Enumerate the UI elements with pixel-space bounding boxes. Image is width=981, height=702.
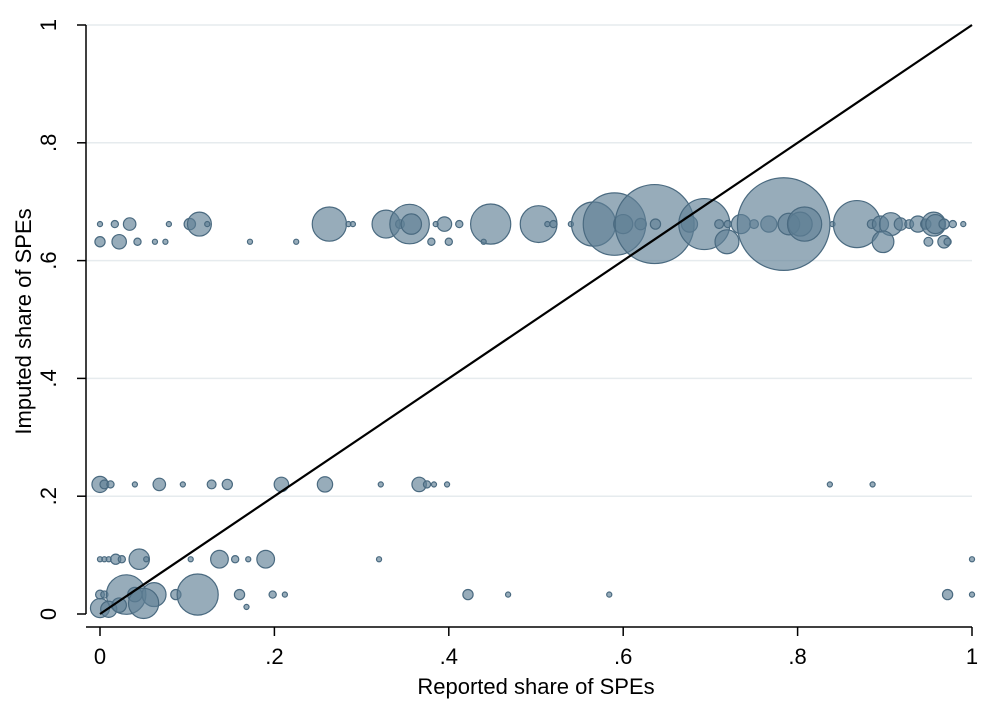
data-point xyxy=(179,481,186,488)
data-point xyxy=(606,591,613,598)
reference-line-group xyxy=(99,24,973,615)
data-point xyxy=(110,219,120,229)
data-point xyxy=(430,481,438,488)
data-point xyxy=(455,219,464,229)
data-point xyxy=(206,479,217,490)
data-point xyxy=(504,591,512,598)
data-point xyxy=(714,219,725,230)
data-point xyxy=(941,588,954,601)
data-point xyxy=(106,480,115,489)
data-point xyxy=(256,549,276,569)
data-point xyxy=(938,218,950,230)
x-tick-label: 1 xyxy=(966,644,978,669)
y-tick-label: 1 xyxy=(36,19,61,31)
data-point xyxy=(400,213,423,235)
data-point xyxy=(245,556,252,563)
reference-line xyxy=(99,24,973,615)
data-point xyxy=(469,203,512,245)
data-point xyxy=(948,219,958,229)
x-tick-label: .2 xyxy=(265,644,283,669)
data-point xyxy=(427,237,436,246)
x-axis-label: Reported share of SPEs xyxy=(417,674,654,699)
y-tick-label: 0 xyxy=(36,608,61,620)
data-point xyxy=(311,206,348,242)
data-point xyxy=(111,233,127,250)
data-point xyxy=(923,236,934,247)
data-point xyxy=(94,236,106,248)
data-point xyxy=(243,603,250,611)
data-point xyxy=(210,549,229,569)
x-tick-label: .8 xyxy=(788,644,806,669)
x-tick-label: .6 xyxy=(614,644,632,669)
x-tick-label: .4 xyxy=(440,644,458,669)
data-point xyxy=(871,230,895,254)
data-point xyxy=(187,556,194,563)
data-point xyxy=(480,238,487,245)
data-point xyxy=(128,548,151,571)
data-point xyxy=(422,480,432,489)
data-point xyxy=(786,206,823,242)
data-point xyxy=(544,220,551,228)
data-point xyxy=(230,555,240,564)
data-point xyxy=(176,573,219,616)
data-point xyxy=(133,237,142,246)
data-point xyxy=(233,588,246,601)
data-point xyxy=(127,587,160,620)
y-tick-label: .8 xyxy=(36,134,61,152)
data-point xyxy=(375,556,383,563)
data-point xyxy=(443,481,451,488)
data-point xyxy=(968,591,976,598)
data-point xyxy=(960,220,967,228)
data-point xyxy=(723,219,733,229)
data-point xyxy=(96,220,104,228)
data-point xyxy=(462,588,474,601)
data-point xyxy=(122,217,137,231)
data-point xyxy=(377,481,384,488)
y-tick-label: .2 xyxy=(36,487,61,505)
y-tick-label: .4 xyxy=(36,369,61,387)
data-point xyxy=(349,220,357,228)
data-point xyxy=(714,229,740,255)
data-point xyxy=(204,220,211,228)
axes: 0 .2 .4 .6 .8 1 0 .2 .4 .6 .8 1 xyxy=(36,19,978,669)
y-tick-label: .6 xyxy=(36,251,61,269)
data-point xyxy=(549,219,558,229)
data-point xyxy=(281,591,289,598)
data-point xyxy=(436,216,453,232)
data-point xyxy=(143,556,150,563)
data-point xyxy=(273,476,290,493)
data-point xyxy=(649,218,662,230)
data-point xyxy=(165,220,173,228)
data-point xyxy=(221,478,234,491)
data-point xyxy=(293,238,300,245)
data-point xyxy=(152,477,167,492)
data-point xyxy=(117,555,127,564)
y-axis-label: Imputed share of SPEs xyxy=(11,208,36,434)
data-point xyxy=(968,556,976,563)
data-point xyxy=(943,237,952,246)
data-point xyxy=(444,237,454,246)
data-point xyxy=(186,211,212,237)
gridlines xyxy=(86,24,972,497)
data-point xyxy=(162,238,169,245)
data-point xyxy=(316,476,334,493)
data-point xyxy=(131,481,139,488)
data-point xyxy=(869,481,876,488)
data-point xyxy=(268,590,277,599)
data-point xyxy=(826,481,834,488)
data-points xyxy=(89,177,976,620)
data-point xyxy=(151,238,159,245)
data-point xyxy=(246,238,254,245)
x-tick-label: 0 xyxy=(94,644,106,669)
